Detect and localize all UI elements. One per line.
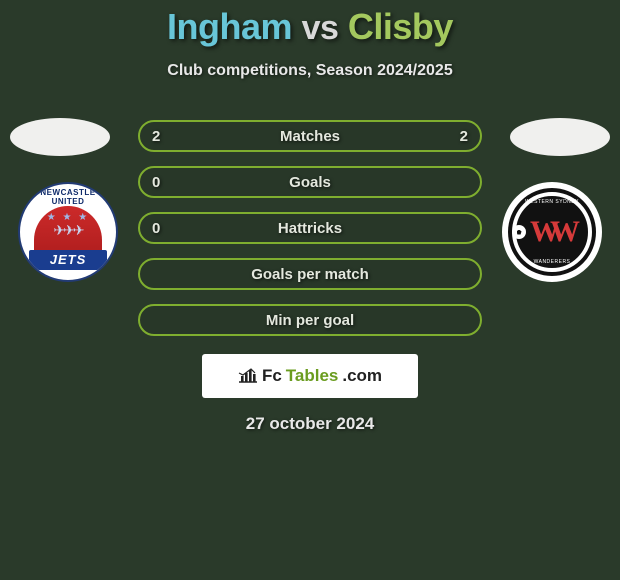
jets-band-text: JETS <box>29 250 107 270</box>
jets-crest-icon: NEWCASTLE UNITED ★ ★ ★ ✈✈✈ JETS <box>20 184 116 280</box>
club-badge-right: WESTERN SYDNEY WW WANDERERS <box>502 182 602 282</box>
soccer-ball-icon <box>512 225 526 239</box>
content-area: NEWCASTLE UNITED ★ ★ ★ ✈✈✈ JETS WESTERN … <box>0 120 620 434</box>
stat-label: Goals per match <box>251 266 369 283</box>
brand-text-2: Tables <box>286 366 339 386</box>
stat-row-goals-per-match: Goals per match <box>138 258 482 290</box>
comparison-title: Ingham vs Clisby <box>0 0 620 48</box>
stat-bars: 2 Matches 2 0 Goals 0 Hattricks Goals pe… <box>138 120 482 336</box>
brand-suffix: .com <box>342 366 382 386</box>
stat-right-value: 2 <box>460 128 468 145</box>
wsw-crest-icon: WESTERN SYDNEY WW WANDERERS <box>512 192 592 272</box>
player1-photo-placeholder <box>10 118 110 156</box>
club-badge-left: NEWCASTLE UNITED ★ ★ ★ ✈✈✈ JETS <box>18 182 118 282</box>
player2-photo-placeholder <box>510 118 610 156</box>
bar-chart-icon <box>238 367 258 386</box>
stat-left-value: 0 <box>152 174 160 191</box>
stat-label: Goals <box>289 174 331 191</box>
subtitle: Club competitions, Season 2024/2025 <box>0 62 620 80</box>
stat-left-value: 2 <box>152 128 160 145</box>
player2-name: Clisby <box>348 6 453 47</box>
stat-label: Matches <box>280 128 340 145</box>
brand-text-1: Fc <box>262 366 282 386</box>
stat-label: Min per goal <box>266 312 354 329</box>
player1-name: Ingham <box>167 6 292 47</box>
brand-logo: FcTables.com <box>202 354 418 398</box>
stat-row-hattricks: 0 Hattricks <box>138 212 482 244</box>
stat-row-min-per-goal: Min per goal <box>138 304 482 336</box>
date-text: 27 october 2024 <box>0 414 620 434</box>
stat-label: Hattricks <box>278 220 342 237</box>
stat-row-matches: 2 Matches 2 <box>138 120 482 152</box>
stat-left-value: 0 <box>152 220 160 237</box>
jets-crest-text-top: NEWCASTLE UNITED <box>20 188 116 206</box>
stat-row-goals: 0 Goals <box>138 166 482 198</box>
wsw-monogram: WW <box>530 217 574 247</box>
vs-text: vs <box>302 9 339 47</box>
